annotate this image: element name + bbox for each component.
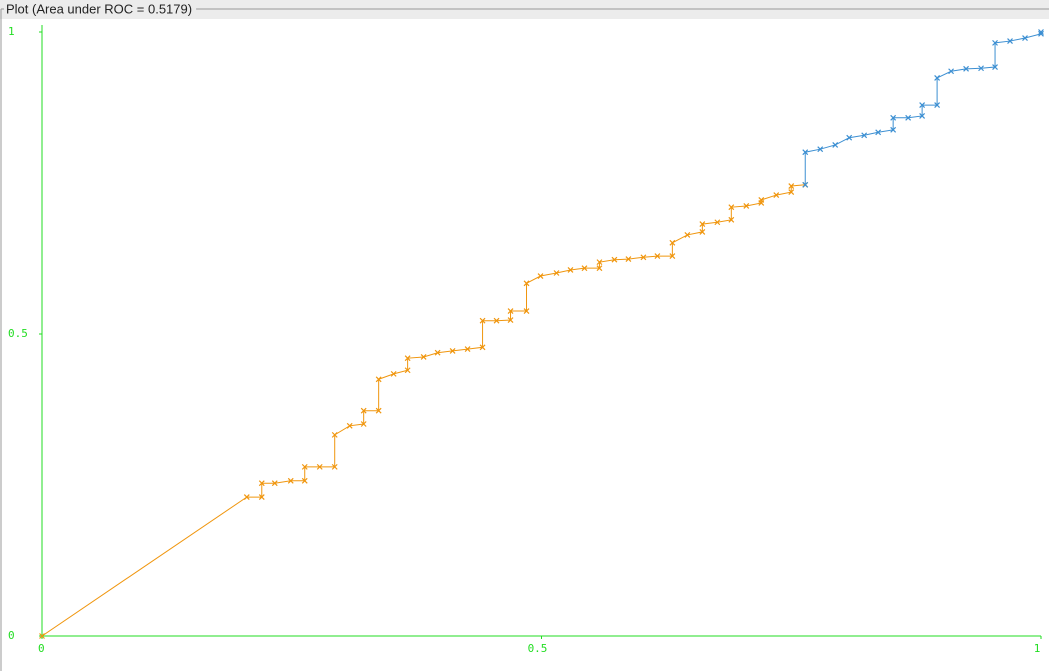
point-marker [714,219,721,226]
title-background [4,1,197,18]
y-tick-label: 0.5 [8,327,28,340]
point-marker [464,346,471,353]
point-marker [890,126,897,133]
point-marker [493,317,500,324]
point-marker [537,273,544,279]
point-marker [346,422,353,429]
x-tick-label: 1 [1034,642,1041,655]
point-marker [846,134,853,141]
point-marker [948,68,955,75]
point-marker [553,270,560,276]
point-marker [258,480,265,487]
point-marker [1022,35,1028,41]
point-marker [743,203,750,209]
point-marker [404,367,411,374]
point-marker [581,265,588,272]
y-tick-label: 0 [8,629,15,642]
point-marker [390,370,397,377]
point-marker [301,477,308,484]
point-marker [905,114,912,121]
point-marker [861,132,868,139]
point-marker [684,232,691,238]
point-marker [375,407,382,414]
point-marker [271,480,278,487]
point-marker [699,228,706,235]
point-marker [243,494,250,501]
point-marker [479,344,486,351]
point-marker [360,407,367,414]
point-marker [992,64,998,70]
point-marker [1038,30,1044,37]
point-marker [258,494,265,501]
point-marker [567,267,574,273]
point-marker [875,129,882,136]
point-marker [832,142,839,148]
point-marker [669,253,676,260]
point-marker [596,265,603,272]
point-marker [1007,38,1013,44]
point-marker [287,477,294,484]
point-marker [890,114,897,121]
point-marker [301,463,308,470]
point-marker [669,239,676,246]
point-marker [802,149,809,156]
chart-title: Plot (Area under ROC = 0.5179) [6,1,192,16]
point-marker [360,421,367,427]
point-marker [992,39,998,46]
point-marker [699,221,706,227]
point-marker [788,189,795,195]
point-marker [773,192,780,199]
point-marker [758,196,765,203]
point-marker [375,376,382,383]
point-marker [331,463,338,470]
point-marker [434,349,441,356]
y-tick-label: 1 [8,25,15,38]
point-marker [449,347,456,354]
point-marker [404,355,411,362]
x-tick-label: 0 [38,642,45,655]
point-marker [39,633,45,639]
point-marker [802,181,809,188]
point-marker [934,74,941,81]
point-marker [978,65,984,72]
point-marker [523,280,530,287]
point-marker [507,317,514,324]
point-marker [479,317,486,324]
point-marker [963,65,969,72]
point-marker [523,308,530,314]
point-marker [640,254,647,261]
plot-area: 0 0.5 1 0 0.5 1 [8,25,1044,655]
point-marker [919,102,926,109]
point-marker [728,204,735,211]
point-marker [728,216,735,223]
x-tick-label: 0.5 [528,642,548,655]
point-marker [331,431,338,438]
point-marker [934,102,941,109]
point-marker [420,354,427,360]
point-marker [611,256,618,263]
point-marker [596,259,603,266]
point-marker [919,113,926,119]
point-marker [625,256,632,263]
point-marker [654,253,661,260]
point-marker [507,308,514,314]
point-marker [316,463,323,470]
point-marker [817,146,824,153]
point-marker [1038,29,1044,35]
point-marker [788,183,795,189]
